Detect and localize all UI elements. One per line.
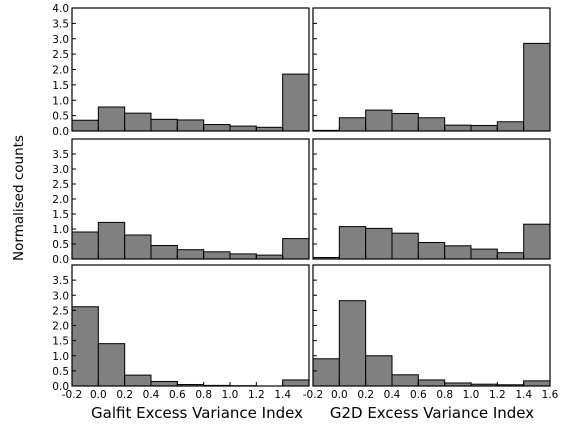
x-tick-label: 0.6: [169, 389, 186, 401]
bar: [97, 221, 126, 260]
bar: [176, 119, 205, 132]
bar: [365, 355, 393, 387]
y-tick-label: 3.0: [52, 164, 69, 176]
x-tick-label: 0.8: [195, 389, 212, 401]
bar: [282, 73, 310, 132]
x-axis-label-g2d: G2D Excess Variance Index: [330, 404, 534, 422]
bar: [229, 253, 257, 260]
x-tick-label: 0.4: [384, 389, 401, 401]
bar: [71, 119, 99, 132]
y-tick-label: 2.5: [52, 305, 69, 317]
x-tick-label: 1.0: [463, 389, 480, 401]
y-tick-label: 2.0: [52, 65, 69, 77]
bar: [365, 227, 393, 260]
bar: [338, 226, 367, 260]
bar: [417, 379, 446, 387]
x-tick-label: 0.4: [143, 389, 160, 401]
x-tick-label: -0.2: [62, 389, 83, 401]
y-axis-label: Normalised counts: [11, 135, 27, 261]
bar: [338, 300, 367, 387]
bar: [97, 106, 126, 132]
y-tick-label: 3.5: [52, 275, 69, 287]
bar: [124, 374, 152, 387]
x-tick-label: -0.2: [303, 389, 324, 401]
x-tick-label: 1.4: [515, 389, 532, 401]
x-tick-label: 1.2: [489, 389, 506, 401]
bar: [150, 118, 178, 132]
y-tick-label: 1.5: [52, 209, 69, 221]
panel-frame: [312, 7, 551, 132]
y-tick-label: 0.5: [52, 366, 69, 378]
bar: [282, 238, 310, 260]
bar: [391, 232, 419, 260]
bar: [203, 124, 231, 132]
y-tick-label: 1.5: [52, 336, 69, 348]
bar: [391, 112, 419, 132]
bar: [338, 117, 367, 132]
panel-r2c1: -0.2 0.0 0.2 0.4 0.6 0.8 1.0 1.2 1.4 1.6: [303, 264, 559, 401]
y-tick-label: 3.0: [52, 290, 69, 302]
bar: [71, 231, 99, 260]
y-tick-label: 3.0: [52, 34, 69, 46]
panel-grid: 0.0 0.5 1.0 1.5 2.0 2.5 3.0 3.5 4.0 0.0 0.5 1.0 1.5 2…: [52, 3, 558, 401]
bar: [523, 42, 551, 132]
bar: [444, 245, 472, 260]
y-tick-label: 2.0: [52, 321, 69, 333]
y-tick-label: 0.5: [52, 111, 69, 123]
bar: [470, 124, 498, 132]
panel-r1c1: [312, 138, 551, 260]
bar: [470, 248, 498, 260]
x-tick-label: 1.0: [222, 389, 239, 401]
bar: [444, 124, 472, 132]
bar: [523, 380, 551, 387]
y-tick-label: 2.0: [52, 194, 69, 206]
bar: [203, 251, 231, 260]
y-tick-label: 3.5: [52, 18, 69, 30]
bar: [417, 117, 446, 132]
y-tick-label: 4.0: [52, 3, 69, 15]
x-tick-label: 0.2: [116, 389, 133, 401]
y-tick-label: 1.0: [52, 351, 69, 363]
bar: [97, 343, 126, 387]
y-tick-label: 1.5: [52, 80, 69, 92]
y-tick-label: 1.0: [52, 95, 69, 107]
bar: [71, 306, 99, 387]
bar: [523, 223, 551, 260]
panel-r0c1: [312, 7, 551, 132]
x-tick-label: 0.0: [90, 389, 107, 401]
bar: [150, 380, 178, 387]
x-tick-label: 1.2: [248, 389, 265, 401]
y-tick-label: 0.5: [52, 239, 69, 251]
panel-r1c0: 0.0 0.5 1.0 1.5 2.0 2.5 3.0 3.5: [52, 138, 310, 266]
x-tick-label: 1.4: [274, 389, 291, 401]
bar: [312, 358, 340, 387]
y-tick-label: 0.0: [52, 126, 69, 138]
bar: [124, 112, 152, 132]
bar: [229, 125, 257, 132]
bar: [496, 252, 525, 260]
bar: [496, 121, 525, 132]
y-tick-label: 1.0: [52, 224, 69, 236]
y-tick-label: 0.0: [52, 381, 69, 393]
bar: [124, 234, 152, 260]
x-tick-label: 0.0: [331, 389, 348, 401]
panel-r2c0: 0.00.51.01.52.02.53.03.5-0.2 0.0 0.2 0.4 0.6…: [52, 264, 310, 401]
x-tick-label: 0.2: [357, 389, 374, 401]
y-tick-label: 0.0: [52, 254, 69, 266]
y-tick-label: 2.5: [52, 49, 69, 61]
bar: [391, 374, 419, 387]
y-tick-label: 3.5: [52, 149, 69, 161]
x-tick-label: 0.6: [410, 389, 427, 401]
x-tick-label: 1.6: [542, 389, 559, 401]
bar: [282, 379, 310, 387]
bar: [176, 249, 205, 260]
y-tick-label: 2.5: [52, 179, 69, 191]
bar: [150, 245, 178, 260]
bar: [417, 242, 446, 260]
panel-r0c0: 0.0 0.5 1.0 1.5 2.0 2.5 3.0 3.5 4.0: [52, 3, 310, 138]
bar: [365, 109, 393, 132]
x-tick-label: 0.8: [436, 389, 453, 401]
x-axis-label-galfit: Galfit Excess Variance Index: [91, 404, 303, 422]
